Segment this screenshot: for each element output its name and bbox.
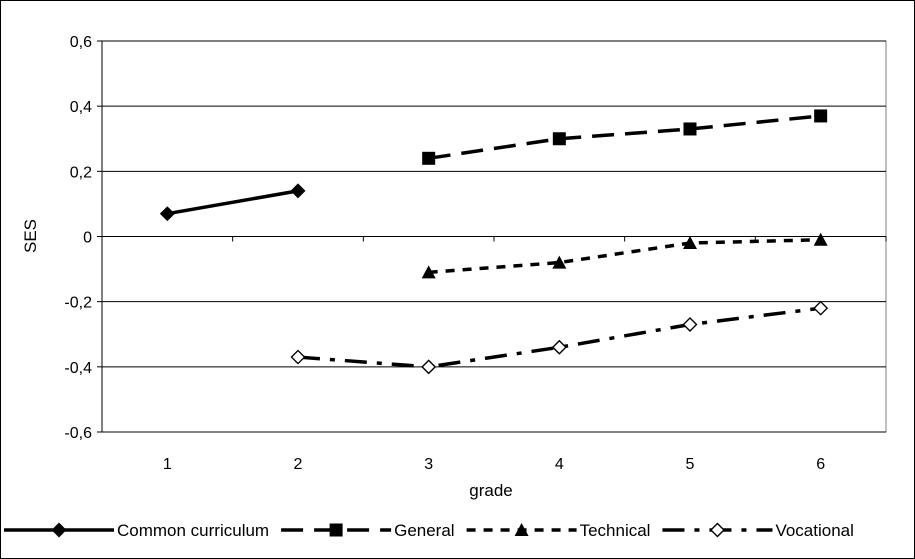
legend-label-1: General — [394, 521, 454, 540]
y-tick-label-1: -0,4 — [64, 360, 92, 377]
legend-item-0: Common curriculum — [4, 521, 269, 540]
y-tick-label-2: -0,2 — [64, 295, 92, 312]
legend-marker-0 — [51, 522, 67, 538]
legend-item-2: Technical — [466, 521, 651, 540]
y-tick-label-5: 0,4 — [70, 99, 92, 116]
series-0 — [159, 183, 306, 222]
data-point-2-4 — [683, 236, 697, 250]
y-axis-label: SES — [21, 219, 40, 253]
x-tick-label-1: 2 — [294, 456, 303, 473]
legend-marker-3 — [709, 522, 725, 538]
legend-marker-1 — [329, 523, 343, 537]
legend-label-0: Common curriculum — [117, 521, 269, 540]
x-tick-label-2: 3 — [424, 456, 433, 473]
data-point-1-4 — [683, 122, 697, 136]
x-tick-labels: 1 2 3 4 5 6 — [163, 456, 825, 473]
x-tick-label-4: 5 — [686, 456, 695, 473]
series-2 — [421, 232, 828, 279]
series-line-1 — [428, 114, 821, 161]
data-point-2-5 — [813, 232, 828, 246]
x-tick-label-5: 6 — [816, 456, 825, 473]
data-point-3-3 — [551, 339, 567, 355]
legend: Common curriculum General Technical Vocatio… — [4, 521, 854, 540]
series-line-2 — [428, 238, 821, 275]
series-3 — [290, 300, 829, 375]
series-group — [159, 109, 829, 375]
x-axis-label: grade — [469, 481, 512, 500]
data-point-2-3 — [552, 255, 567, 269]
data-point-3-5 — [813, 300, 829, 316]
data-point-0-0 — [159, 206, 175, 222]
x-tick-label-0: 1 — [163, 456, 172, 473]
data-point-3-1 — [290, 349, 306, 365]
y-tick-label-6: 0,6 — [70, 34, 92, 51]
series-line-0 — [167, 189, 299, 216]
y-tick-label-0: -0,6 — [64, 425, 92, 442]
data-point-1-2 — [422, 151, 436, 165]
axes — [97, 40, 887, 433]
legend-label-2: Technical — [580, 521, 651, 540]
data-point-2-2 — [421, 265, 436, 279]
data-point-3-4 — [682, 316, 698, 332]
series-line-3 — [297, 306, 821, 369]
y-tick-label-4: 0,2 — [70, 164, 92, 181]
legend-item-3: Vocational — [662, 521, 854, 540]
x-tick-label-3: 4 — [555, 456, 564, 473]
y-tick-labels: -0,6 -0,4 -0,2 0 0,2 0,4 0,6 — [64, 34, 92, 442]
data-point-3-2 — [421, 359, 437, 375]
data-point-0-1 — [290, 183, 306, 199]
legend-item-1: General — [281, 521, 455, 540]
data-point-1-3 — [552, 132, 566, 146]
legend-label-3: Vocational — [775, 521, 853, 540]
y-tick-label-3: 0 — [83, 230, 92, 247]
legend-marker-2 — [514, 523, 529, 536]
data-point-1-5 — [814, 109, 828, 123]
series-1 — [422, 109, 828, 165]
